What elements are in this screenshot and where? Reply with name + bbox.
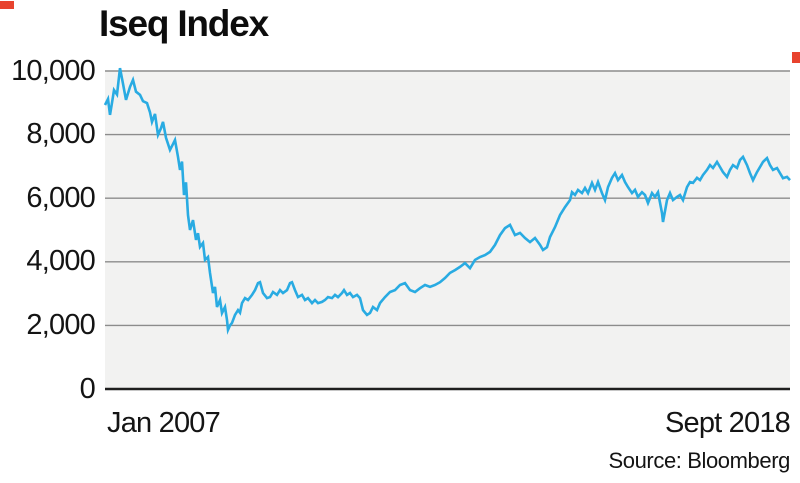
y-tick-label: 4,000 [26, 245, 95, 278]
y-tick-label: 8,000 [26, 118, 95, 151]
y-tick-label: 0 [79, 372, 96, 405]
chart-title: Iseq Index [99, 3, 269, 44]
x-axis-label-start: Jan 2007 [107, 407, 221, 439]
y-tick-label: 6,000 [26, 181, 95, 214]
source-attribution: Source: Bloomberg [608, 448, 790, 473]
red-crop-mark-top-left [0, 1, 14, 9]
iseq-index-data-line [103, 67, 791, 335]
y-tick-label: 2,000 [26, 308, 95, 341]
y-tick-label: 10,000 [11, 54, 96, 87]
red-crop-mark-right-edge [792, 52, 800, 63]
x-axis-label-end: Sept 2018 [664, 407, 791, 439]
plot-background [105, 71, 790, 389]
